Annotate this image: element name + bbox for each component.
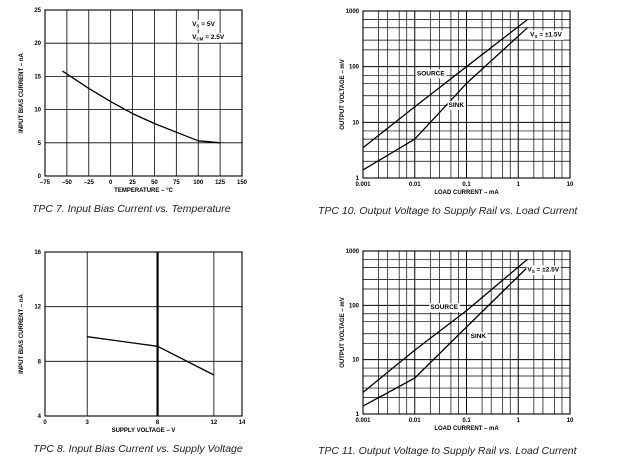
annotation: VCM = 2.5V: [192, 34, 225, 42]
x-tick-label: 150: [237, 180, 248, 186]
plot-frame: [44, 251, 243, 417]
x-tick-label: 0.1: [462, 418, 471, 424]
x-tick-label: 0.1: [462, 182, 471, 188]
series-line-sink: [362, 27, 528, 171]
y-tick-label: 0: [38, 174, 42, 180]
annotation: VS = ±2.5V: [527, 266, 559, 274]
x-tick-label: 0: [109, 180, 113, 186]
plot-frame: [362, 10, 571, 179]
y-tick-label: 25: [34, 8, 41, 14]
x-axis-label: LOAD CURRENT – mA: [434, 190, 499, 196]
chart-caption: TPC 8. Input Bias Current vs. Supply Vol…: [33, 443, 243, 455]
annotation: SOURCE: [417, 70, 445, 77]
annotation-backing: [415, 69, 447, 79]
x-tick-label: 1: [517, 418, 521, 424]
x-tick-label: 125: [215, 180, 226, 186]
x-axis-label: TEMPERATURE – °C: [114, 188, 173, 194]
annotation-backing: [469, 332, 488, 342]
y-tick-label: 20: [34, 41, 41, 47]
y-tick-label: 12: [34, 305, 41, 311]
grid-lines: [45, 10, 242, 176]
x-tick-label: –50: [62, 180, 73, 186]
chart-caption: TPC 10. Output Voltage to Supply Rail vs…: [318, 205, 578, 217]
annotation-backing: [191, 19, 217, 30]
annotation: VS = ±1.5V: [530, 31, 562, 39]
x-tick-label: 0.01: [409, 182, 421, 188]
chart-caption: TPC 7. Input Bias Current vs. Temperatur…: [32, 203, 231, 215]
chart-caption: TPC 11. Output Voltage to Supply Rail vs…: [318, 445, 578, 457]
series-line-source: [362, 19, 528, 149]
x-tick-label: 8: [156, 420, 160, 426]
grid-lines: [45, 252, 242, 416]
x-tick-label: 0: [43, 420, 47, 426]
y-tick-label: 8: [38, 359, 42, 365]
y-axis-label: OUTPUT VOLTAGE – mV: [340, 297, 346, 367]
x-tick-label: 75: [173, 180, 180, 186]
x-tick-label: 1: [517, 182, 521, 188]
y-tick-label: 4: [38, 414, 42, 420]
y-tick-label: 10: [34, 108, 41, 114]
x-tick-label: –25: [84, 180, 95, 186]
x-tick-label: 25: [129, 180, 136, 186]
x-tick-label: 0.001: [355, 182, 371, 188]
x-tick-label: 50: [151, 180, 158, 186]
y-tick-label: 15: [34, 74, 41, 80]
y-tick-label: 1: [356, 412, 360, 418]
annotation-backing: [526, 265, 561, 275]
y-tick-label: 100: [349, 65, 360, 71]
series-line-sink: [362, 266, 528, 407]
series-line-source: [362, 258, 528, 393]
y-tick-label: 16: [34, 250, 41, 256]
annotation-backing: [429, 303, 460, 313]
x-tick-label: 14: [239, 420, 246, 426]
x-tick-label: 12: [211, 420, 218, 426]
y-axis-label: INPUT BIAS CURRENT – nA: [19, 52, 25, 132]
chart-tpc7: –75 –50 –25 0 25 50 75 100 125 150 0 5 10 15 20 25 TEMPE…: [19, 8, 248, 215]
x-tick-label: 10: [567, 182, 574, 188]
y-axis-label: OUTPUT VOLTAGE – mV: [340, 59, 346, 129]
chart-tpc10: 0.001 0.01 0.1 1 10 1 10 100 1000 LOAD CURRENT – …: [318, 9, 578, 217]
y-axis-label: INPUT BIAS CURRENT – nA: [19, 293, 25, 373]
x-tick-label: –75: [40, 180, 51, 186]
chart-tpc11: 0.001 0.01 0.1 1 10 1 10 100 1000 LOAD CURRENT – …: [318, 249, 578, 457]
y-tick-label: 10: [352, 120, 359, 126]
annotation: SINK: [471, 333, 487, 340]
x-tick-label: 100: [193, 180, 204, 186]
x-axis-label: LOAD CURRENT – mA: [434, 426, 499, 432]
annotation-backing: [191, 33, 226, 43]
annotation: SINK: [449, 102, 465, 109]
grid-lines: [363, 11, 570, 178]
y-tick-label: 10: [352, 358, 359, 364]
x-tick-label: 0.001: [355, 418, 371, 424]
annotation-backing: [529, 30, 564, 40]
plot-frame: [44, 9, 243, 177]
x-tick-label: 0.01: [409, 418, 421, 424]
annotation: VS = 5V: [192, 21, 215, 29]
annotation: SOURCE: [430, 304, 458, 311]
x-axis-label: SUPPLY VOLTAGE – V: [112, 428, 176, 434]
x-tick-label: 10: [567, 418, 574, 424]
chart-tpc8: 0 3 8 12 14 4 8 12 16 SUPPLY VOLTAGE – V INPUT BIA…: [19, 250, 246, 455]
x-tick-label: 3: [86, 420, 90, 426]
series-line-ib: [62, 70, 221, 144]
y-tick-label: 100: [349, 303, 360, 309]
series-line-ib: [87, 336, 215, 376]
y-tick-label: 1: [356, 176, 360, 182]
y-tick-label: 5: [38, 141, 42, 147]
y-tick-label: 1000: [346, 249, 360, 255]
annotation-backing: [447, 100, 466, 110]
y-tick-label: 1000: [346, 9, 360, 15]
plot-frame: [362, 250, 571, 415]
